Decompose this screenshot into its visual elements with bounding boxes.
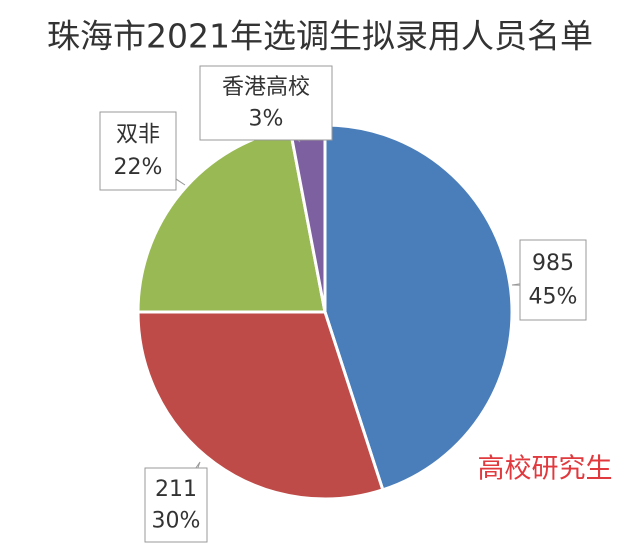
- chart-title: 珠海市2021年选调生拟录用人员名单: [47, 17, 593, 56]
- slice-category-label: 双非: [116, 122, 160, 147]
- slice-value-label: 22%: [114, 155, 163, 180]
- slice-category-label: 211: [155, 477, 197, 502]
- callout-box: [199, 65, 333, 141]
- slice-category-label: 香港高校: [222, 75, 310, 100]
- callout-box: [99, 111, 177, 191]
- slice-value-label: 3%: [249, 106, 284, 131]
- pie-slice: [136, 310, 385, 501]
- pie-slice: [323, 123, 514, 492]
- watermark: 高校研究生: [478, 454, 613, 485]
- slice-category-label: 985: [532, 251, 574, 276]
- callout-box: [519, 239, 587, 321]
- slice-value-label: 45%: [529, 285, 578, 310]
- slice-value-label: 30%: [152, 508, 201, 533]
- callout-box: [144, 467, 208, 543]
